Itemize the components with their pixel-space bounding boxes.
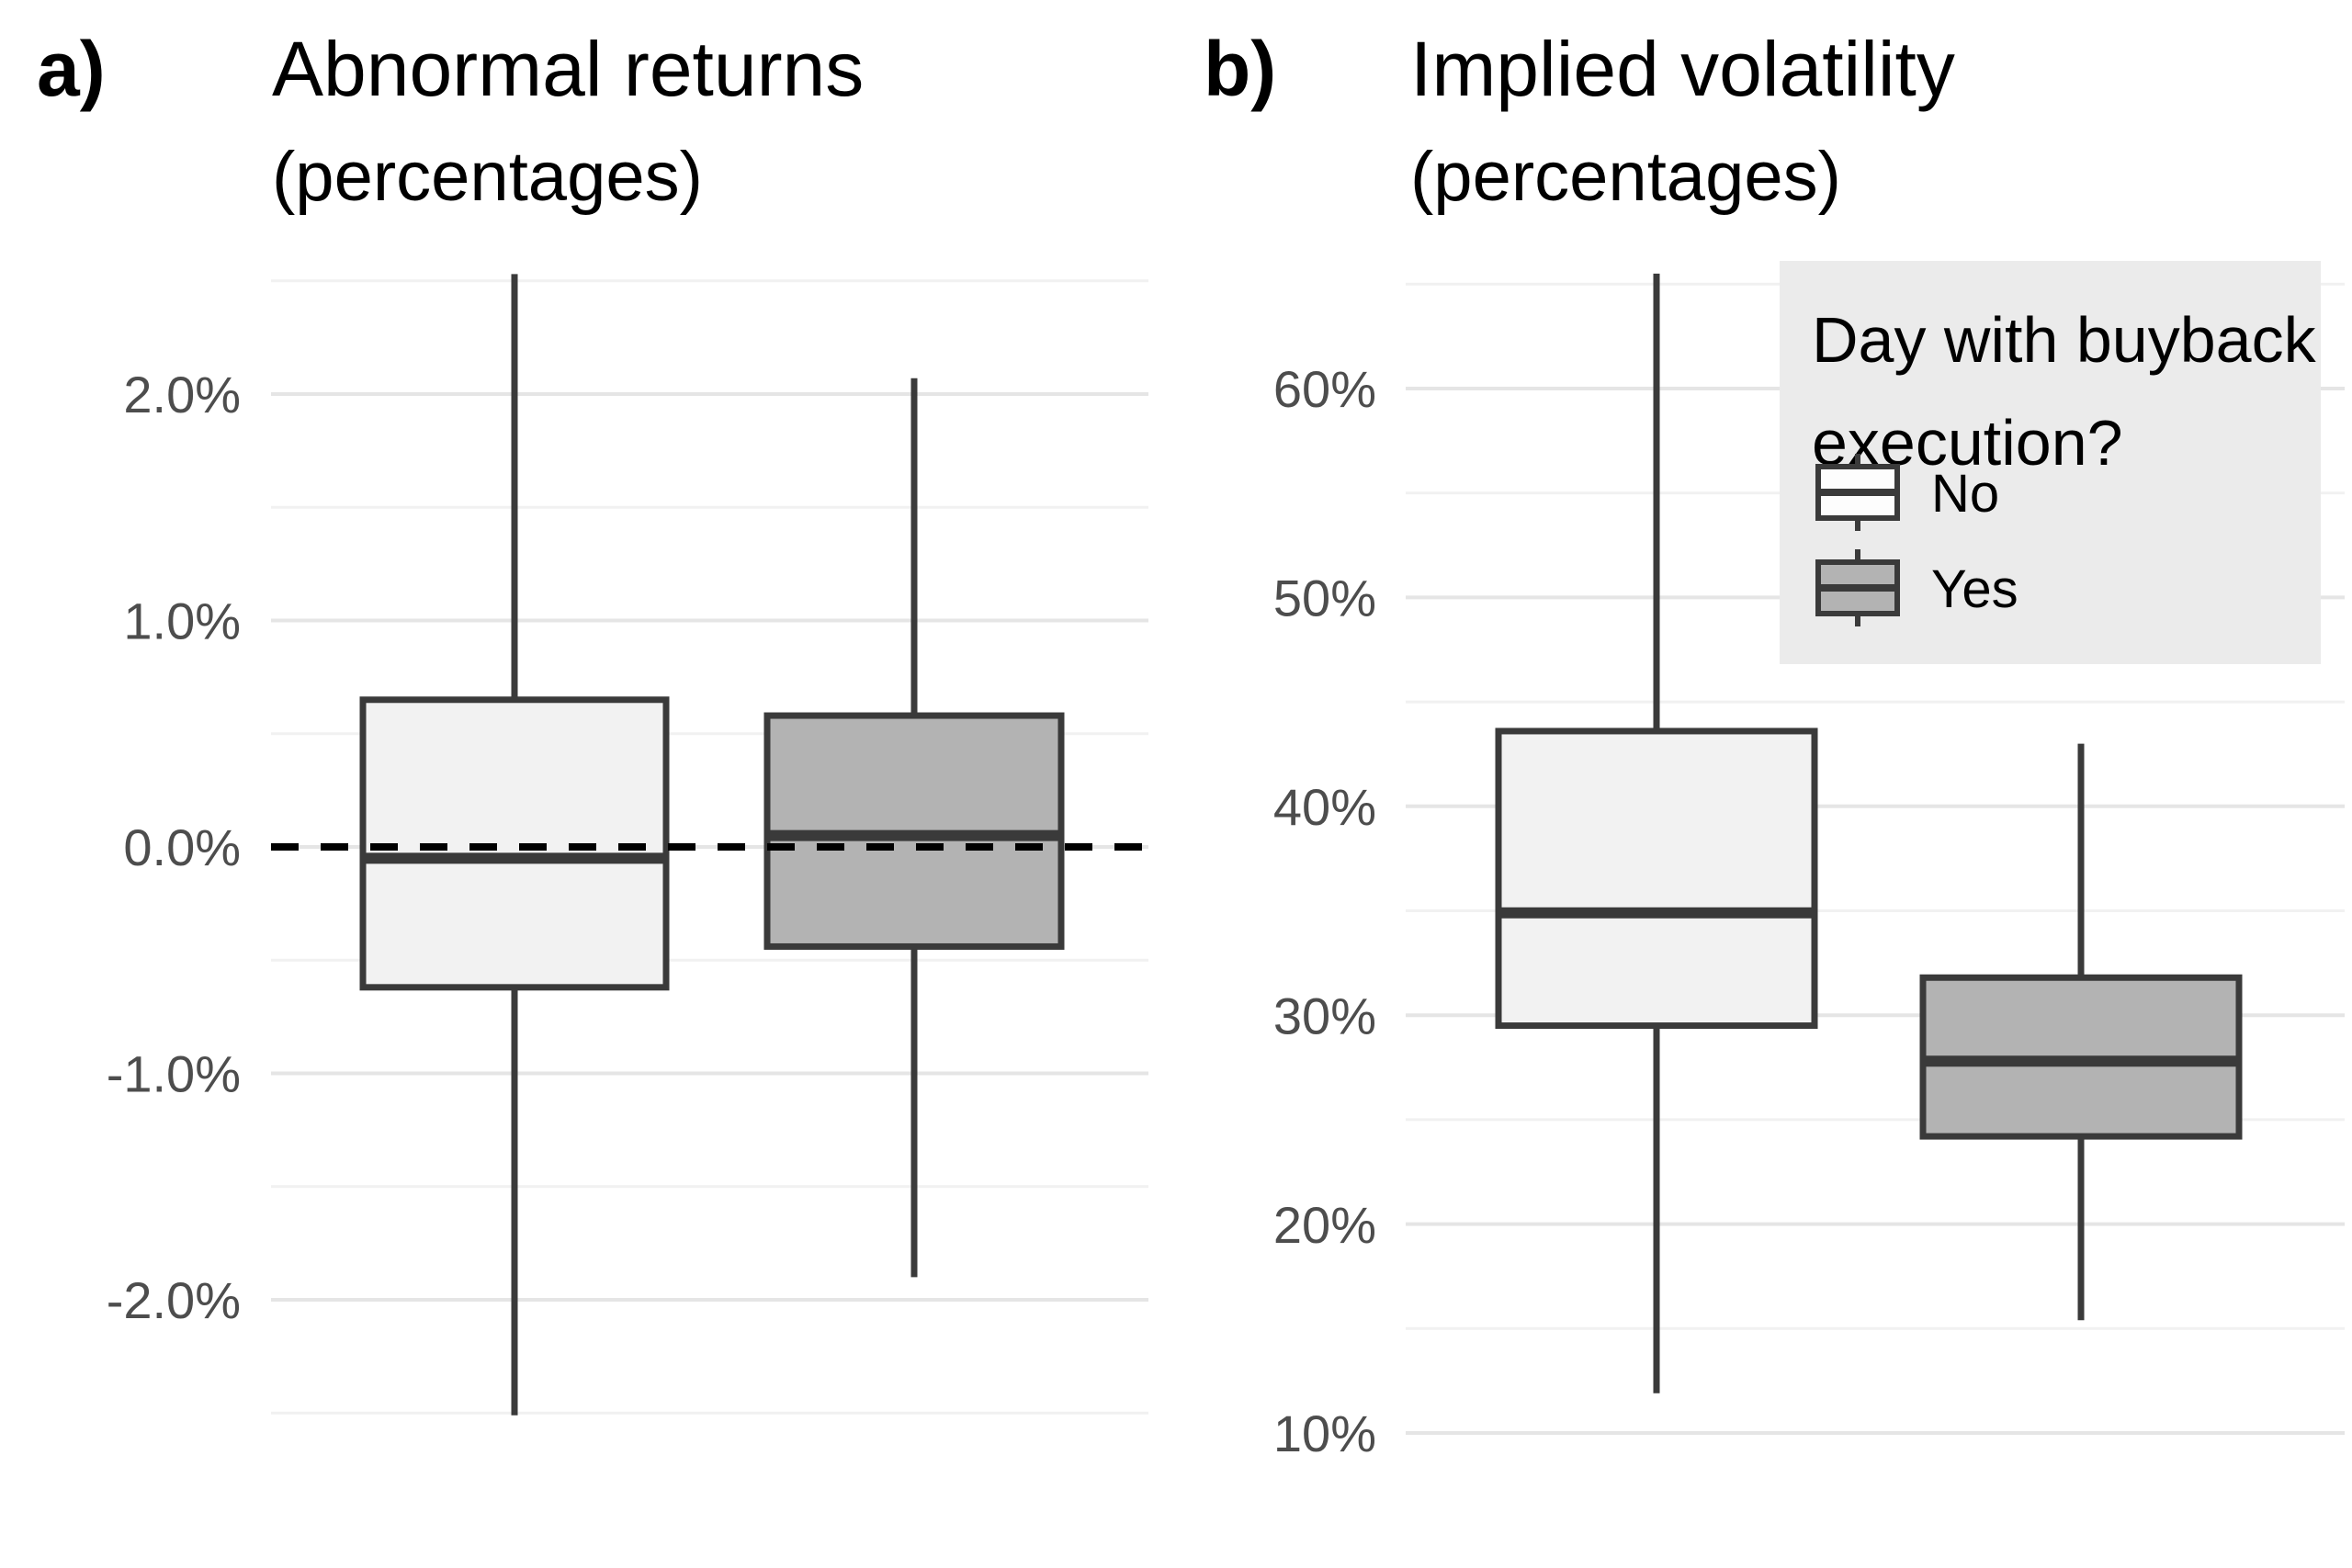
legend-key-no-icon	[1815, 454, 1900, 531]
y-tick-label: -1.0%	[107, 1045, 241, 1103]
y-tick-label: 40%	[1273, 778, 1376, 836]
panel-subtitle: (percentages)	[1410, 138, 1841, 216]
panel-a: 2.0% 1.0% 0.0% -1.0% -2.0% a) Abnormal returns…	[37, 26, 1148, 1416]
y-tick-label: 2.0%	[123, 366, 241, 423]
boxplot-box	[1495, 728, 1818, 1030]
y-tick-label: 0.0%	[123, 818, 241, 876]
panel-title: Implied volatility	[1410, 26, 1955, 112]
panel-subtitle: (percentages)	[272, 138, 703, 216]
y-tick-label: 1.0%	[123, 592, 241, 650]
y-tick-label: 30%	[1273, 987, 1376, 1044]
y-tick-label: 50%	[1273, 570, 1376, 627]
y-tick-label: -2.0%	[107, 1271, 241, 1329]
legend-title: Day with buyback	[1812, 304, 2317, 376]
y-tick-label: 60%	[1273, 360, 1376, 418]
legend-label: No	[1931, 464, 1999, 524]
panel-tag: a)	[37, 26, 106, 112]
y-tick-label: 20%	[1273, 1196, 1376, 1254]
y-tick-label: 10%	[1273, 1404, 1376, 1462]
boxplot-yes	[763, 378, 1065, 1278]
panel-tag: b)	[1204, 26, 1276, 112]
panel-title: Abnormal returns	[272, 26, 864, 112]
boxplot-no	[359, 274, 670, 1416]
boxplot-no	[1495, 273, 1818, 1393]
boxplot-box	[359, 696, 670, 991]
legend-key-yes-icon	[1815, 549, 1900, 626]
legend-label: Yes	[1931, 559, 2018, 619]
boxplot-yes	[1919, 743, 2243, 1321]
